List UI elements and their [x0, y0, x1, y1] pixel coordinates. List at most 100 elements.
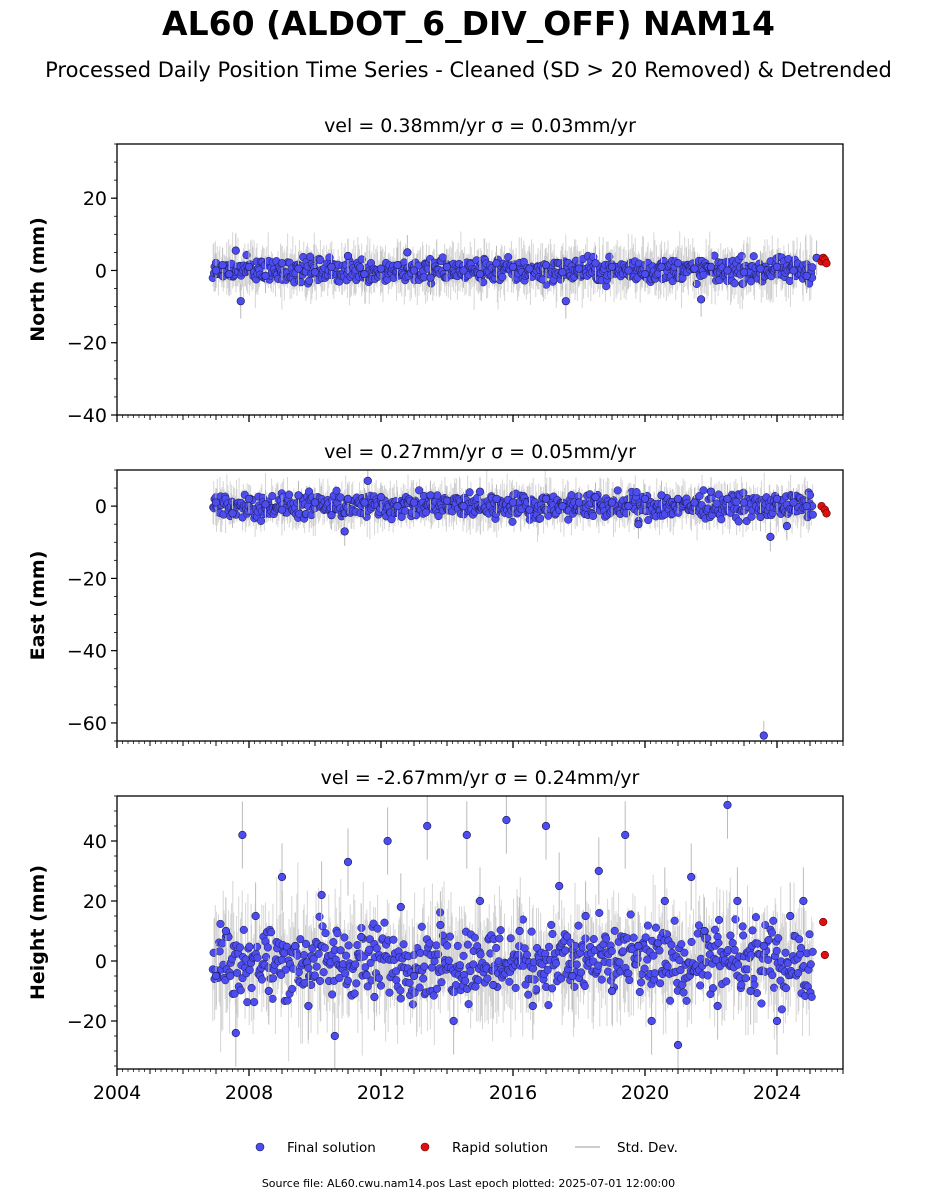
final-point: [291, 941, 300, 951]
final-point: [296, 935, 305, 944]
final-point: [551, 959, 561, 968]
final-point: [304, 963, 313, 973]
y-tick-label: −60: [67, 713, 107, 735]
panel-title: vel = 0.27mm/yr σ = 0.05mm/yr: [324, 441, 636, 463]
final-point: [733, 896, 742, 906]
final-point: [647, 1016, 656, 1026]
final-point: [505, 977, 514, 986]
final-point: [643, 955, 652, 964]
final-point: [634, 941, 643, 951]
final-point: [225, 269, 234, 279]
rapid-point: [822, 259, 831, 268]
final-point: [574, 264, 584, 273]
final-point: [327, 262, 336, 271]
final-point: [699, 486, 708, 495]
y-tick-label: −20: [67, 568, 107, 590]
final-point: [327, 511, 336, 520]
final-point: [557, 974, 566, 983]
final-point: [644, 516, 653, 525]
final-point: [670, 916, 679, 925]
final-point: [633, 954, 642, 963]
final-point: [423, 821, 432, 831]
final-point: [666, 996, 675, 1005]
final-point: [708, 984, 718, 993]
plot-area: [208, 796, 829, 1069]
final-point: [335, 973, 344, 983]
final-point: [589, 511, 598, 521]
final-point: [257, 975, 266, 984]
final-point: [723, 800, 732, 810]
final-point: [264, 986, 273, 996]
final-point: [256, 516, 266, 525]
final-point: [464, 1000, 473, 1009]
final-point: [607, 947, 616, 956]
final-point: [806, 960, 815, 969]
final-point: [682, 996, 691, 1005]
final-point: [772, 494, 782, 504]
final-point: [389, 935, 398, 944]
final-point: [728, 938, 737, 948]
final-point: [442, 262, 452, 271]
final-point: [489, 980, 498, 990]
y-tick-label: −40: [67, 405, 107, 427]
final-point: [567, 491, 576, 500]
final-point: [385, 988, 394, 997]
final-point: [230, 989, 239, 998]
final-point: [772, 262, 782, 271]
final-point: [309, 954, 318, 963]
final-point: [396, 986, 405, 995]
final-point: [475, 269, 485, 279]
final-point: [330, 1031, 339, 1041]
final-point: [768, 971, 777, 980]
final-point: [244, 494, 254, 504]
final-point: [789, 266, 798, 275]
final-point: [581, 911, 590, 921]
final-point: [722, 977, 731, 986]
final-point: [218, 260, 227, 270]
final-point: [786, 911, 795, 921]
final-point: [393, 502, 402, 511]
final-point: [541, 494, 551, 504]
final-point: [723, 266, 732, 275]
final-point: [343, 251, 353, 261]
final-point: [343, 494, 353, 504]
final-point: [528, 1001, 537, 1011]
final-point: [426, 273, 435, 282]
final-point: [380, 918, 389, 927]
final-point: [731, 915, 740, 924]
final-point: [783, 959, 792, 968]
final-point: [690, 264, 699, 273]
final-point: [294, 491, 303, 500]
y-tick-label: 20: [83, 188, 107, 210]
final-point: [710, 251, 719, 260]
plot-area: [208, 231, 831, 319]
final-point: [231, 1028, 240, 1038]
final-point: [445, 932, 455, 941]
final-point: [410, 988, 419, 997]
final-point: [329, 938, 338, 947]
final-point: [370, 992, 379, 1002]
final-point: [268, 492, 277, 501]
final-point: [538, 275, 547, 284]
final-point: [743, 965, 752, 974]
final-point: [756, 264, 765, 273]
final-point: [663, 962, 672, 971]
final-point: [216, 919, 225, 928]
final-point: [695, 491, 704, 500]
final-point: [320, 943, 329, 952]
final-point: [267, 928, 276, 937]
final-point: [475, 896, 485, 906]
final-point: [772, 1016, 782, 1026]
final-point: [342, 951, 351, 960]
final-point: [738, 279, 748, 288]
final-point: [341, 969, 350, 978]
final-point: [808, 510, 817, 519]
final-point: [419, 974, 428, 983]
final-point: [442, 496, 452, 505]
final-point: [360, 498, 369, 507]
final-point: [300, 951, 309, 960]
final-point: [319, 968, 328, 977]
final-point: [532, 985, 541, 994]
final-point: [749, 252, 758, 261]
final-point: [396, 902, 405, 912]
